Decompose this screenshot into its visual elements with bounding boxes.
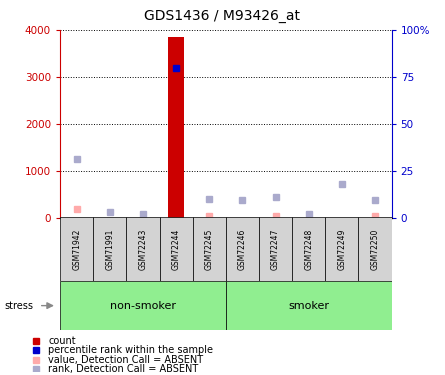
Bar <box>226 217 259 281</box>
Bar <box>226 281 392 330</box>
Text: GSM72249: GSM72249 <box>337 229 346 270</box>
Bar <box>168 37 184 218</box>
Bar <box>93 217 126 281</box>
Bar <box>160 217 193 281</box>
Bar <box>359 217 392 281</box>
Text: GSM72244: GSM72244 <box>172 229 181 270</box>
Text: GSM71991: GSM71991 <box>105 229 114 270</box>
Text: GSM72247: GSM72247 <box>271 229 280 270</box>
Text: rank, Detection Call = ABSENT: rank, Detection Call = ABSENT <box>49 364 198 374</box>
Text: GSM72243: GSM72243 <box>138 229 147 270</box>
Text: GSM72245: GSM72245 <box>205 229 214 270</box>
Text: value, Detection Call = ABSENT: value, Detection Call = ABSENT <box>49 355 203 365</box>
Text: stress: stress <box>4 301 33 310</box>
Bar <box>193 217 226 281</box>
Text: count: count <box>49 336 76 345</box>
Bar <box>60 281 226 330</box>
Bar <box>126 217 160 281</box>
Bar <box>292 217 325 281</box>
Text: smoker: smoker <box>288 301 329 310</box>
Text: non-smoker: non-smoker <box>110 301 176 310</box>
Bar <box>259 217 292 281</box>
Bar <box>325 217 359 281</box>
Bar <box>60 217 93 281</box>
Text: GSM72248: GSM72248 <box>304 229 313 270</box>
Text: percentile rank within the sample: percentile rank within the sample <box>49 345 213 355</box>
Text: GSM72250: GSM72250 <box>371 229 380 270</box>
Text: GSM71942: GSM71942 <box>72 229 81 270</box>
Text: GDS1436 / M93426_at: GDS1436 / M93426_at <box>145 9 300 23</box>
Text: GSM72246: GSM72246 <box>238 229 247 270</box>
